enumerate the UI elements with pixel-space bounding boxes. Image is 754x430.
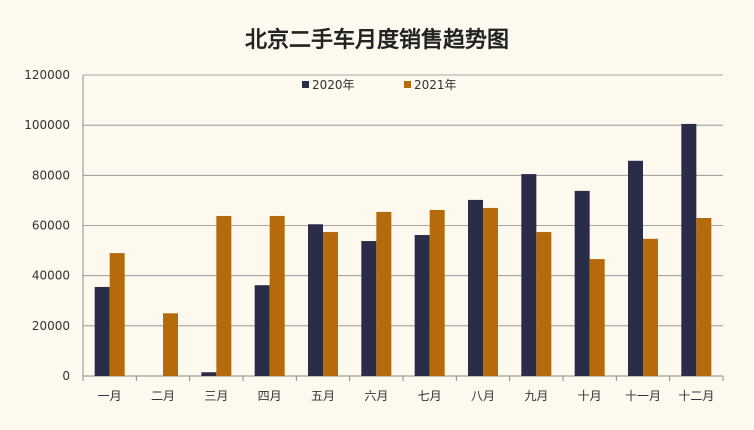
x-tick-label: 四月 [258, 389, 282, 403]
bar-series-1 [201, 372, 217, 376]
x-tick-label: 六月 [364, 389, 388, 403]
y-tick-label: 20000 [32, 319, 70, 333]
bar-series-2 [269, 215, 285, 376]
y-tick-label: 0 [62, 369, 70, 383]
bar-series-1 [254, 285, 270, 376]
x-tick-label: 十月 [578, 389, 602, 403]
bar-series-2 [216, 215, 232, 376]
x-tick-label: 七月 [418, 389, 442, 403]
bar-series-2 [589, 259, 605, 376]
bar-series-2 [536, 232, 552, 376]
bar-series-1 [94, 286, 110, 376]
bar-series-2 [163, 313, 178, 376]
legend: 2020年 2021年 [302, 78, 457, 92]
bar-series-1 [468, 199, 483, 376]
bar-series-2 [696, 217, 712, 376]
bar-series-1 [308, 224, 323, 376]
x-tick-label: 九月 [524, 389, 548, 403]
bar-series-1 [574, 190, 590, 376]
bar-series-1 [628, 160, 643, 376]
y-tick-label: 80000 [32, 168, 70, 182]
bar-series-2 [483, 207, 498, 376]
x-tick-label: 五月 [311, 389, 335, 403]
x-tick-label: 二月 [151, 389, 175, 403]
y-tick-label: 60000 [32, 219, 70, 233]
bar-series-2 [376, 211, 392, 376]
chart-title: 北京二手车月度销售趋势图 [245, 27, 509, 53]
bars [94, 123, 712, 376]
x-tick-label: 十一月 [625, 389, 661, 403]
y-tick-label: 120000 [24, 68, 70, 82]
y-tick-label: 100000 [24, 118, 70, 132]
gridlines [83, 74, 723, 327]
bar-series-2 [643, 238, 658, 376]
legend-label: 2021年 [414, 78, 457, 92]
x-tick-label: 三月 [204, 389, 228, 403]
y-tick-label: 40000 [32, 269, 70, 283]
bar-series-2 [323, 232, 338, 376]
x-tick-label: 一月 [98, 389, 122, 403]
legend-swatch [302, 81, 309, 88]
legend-swatch [404, 81, 411, 88]
bar-series-1 [521, 174, 537, 376]
x-tick-label: 八月 [471, 389, 495, 403]
bar-series-1 [681, 123, 697, 376]
bar-series-2 [429, 209, 445, 376]
axes: 0 20000 40000 60000 80000 100000 120000 一月 二月 三月 四… [24, 68, 724, 403]
bar-series-2 [109, 253, 125, 376]
x-tick-label: 十二月 [678, 389, 714, 403]
legend-label: 2020年 [312, 78, 355, 92]
bar-series-1 [414, 235, 430, 376]
bar-series-1 [361, 241, 377, 376]
